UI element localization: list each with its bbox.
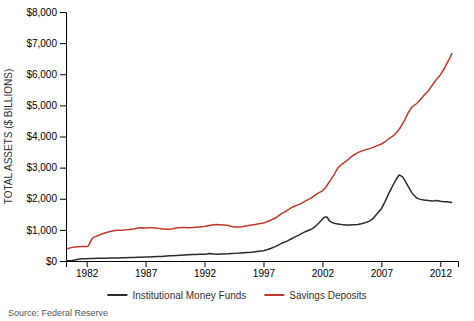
tick: 2007 (371, 261, 394, 279)
legend-item: Savings Deposits (264, 290, 366, 301)
tick-mark (60, 168, 66, 169)
tick-label: 2012 (430, 268, 453, 279)
tick-label: 2007 (371, 268, 394, 279)
tick-mark (205, 261, 206, 267)
plot: 1982 1987 1992 1997 2002 2007 2012 $0 $1,000 $2,0… (3, 7, 459, 279)
tick: 1982 (76, 261, 99, 279)
tick-label: $4,000 (26, 131, 57, 142)
tick: $5,000 (26, 100, 66, 111)
legend-item: Institutional Money Funds (107, 290, 246, 301)
tick-mark (87, 261, 88, 267)
y-axis: $0 $1,000 $2,000 $3,000 $4,000 $5,000 $6,000 $7… (26, 7, 66, 267)
tick: 1992 (194, 261, 217, 279)
tick-label: 1987 (135, 268, 158, 279)
tick: $7,000 (26, 38, 66, 49)
tick: $3,000 (26, 162, 66, 173)
tick-mark (60, 105, 66, 106)
tick: 2002 (312, 261, 335, 279)
tick: 1987 (135, 261, 158, 279)
legend-label: Savings Deposits (289, 290, 366, 301)
source-note: Source: Federal Reserve (8, 308, 108, 318)
tick-mark (60, 43, 66, 44)
legend: Institutional Money Funds Savings Deposit… (107, 290, 366, 301)
tick-mark (60, 199, 66, 200)
tick: $8,000 (26, 7, 66, 18)
tick-label: 2002 (312, 268, 335, 279)
x-axis: 1982 1987 1992 1997 2002 2007 2012 (67, 261, 459, 279)
series-line (67, 175, 453, 261)
legend-swatch (264, 294, 284, 296)
tick-label: $1,000 (26, 225, 57, 236)
tick: $1,000 (26, 225, 66, 236)
tick-label: $3,000 (26, 162, 57, 173)
tick-label: 1992 (194, 268, 217, 279)
tick: $0 (46, 256, 66, 267)
tick-mark (60, 230, 66, 231)
tick-label: $8,000 (26, 7, 57, 18)
tick-label: $2,000 (26, 193, 57, 204)
tick-mark (322, 261, 323, 267)
tick: 2012 (430, 261, 453, 279)
legend-label: Institutional Money Funds (132, 290, 246, 301)
tick-label: $6,000 (26, 69, 57, 80)
tick: $6,000 (26, 69, 66, 80)
tick-mark (60, 74, 66, 75)
chart: 1982 1987 1992 1997 2002 2007 2012 $0 $1,000 $2,0… (0, 0, 474, 321)
series-line (67, 53, 453, 249)
legend-swatch (107, 294, 127, 296)
tick-mark (60, 261, 66, 262)
tick-label: 1982 (76, 268, 99, 279)
axis-domain (60, 13, 67, 262)
tick-mark (60, 12, 66, 13)
tick-mark (263, 261, 264, 267)
tick-label: 1997 (253, 268, 276, 279)
tick-mark (146, 261, 147, 267)
tick-label: $0 (46, 256, 58, 267)
y-axis-label: TOTAL ASSETS ($ BILLIONS) (3, 69, 14, 204)
tick: $4,000 (26, 131, 66, 142)
tick-label: $7,000 (26, 38, 57, 49)
tick-mark (440, 261, 441, 267)
axis-domain (67, 262, 459, 268)
tick: $2,000 (26, 193, 66, 204)
tick-mark (60, 137, 66, 138)
tick-mark (381, 261, 382, 267)
series-group (67, 53, 453, 261)
tick-label: $5,000 (26, 100, 57, 111)
tick: 1997 (253, 261, 276, 279)
